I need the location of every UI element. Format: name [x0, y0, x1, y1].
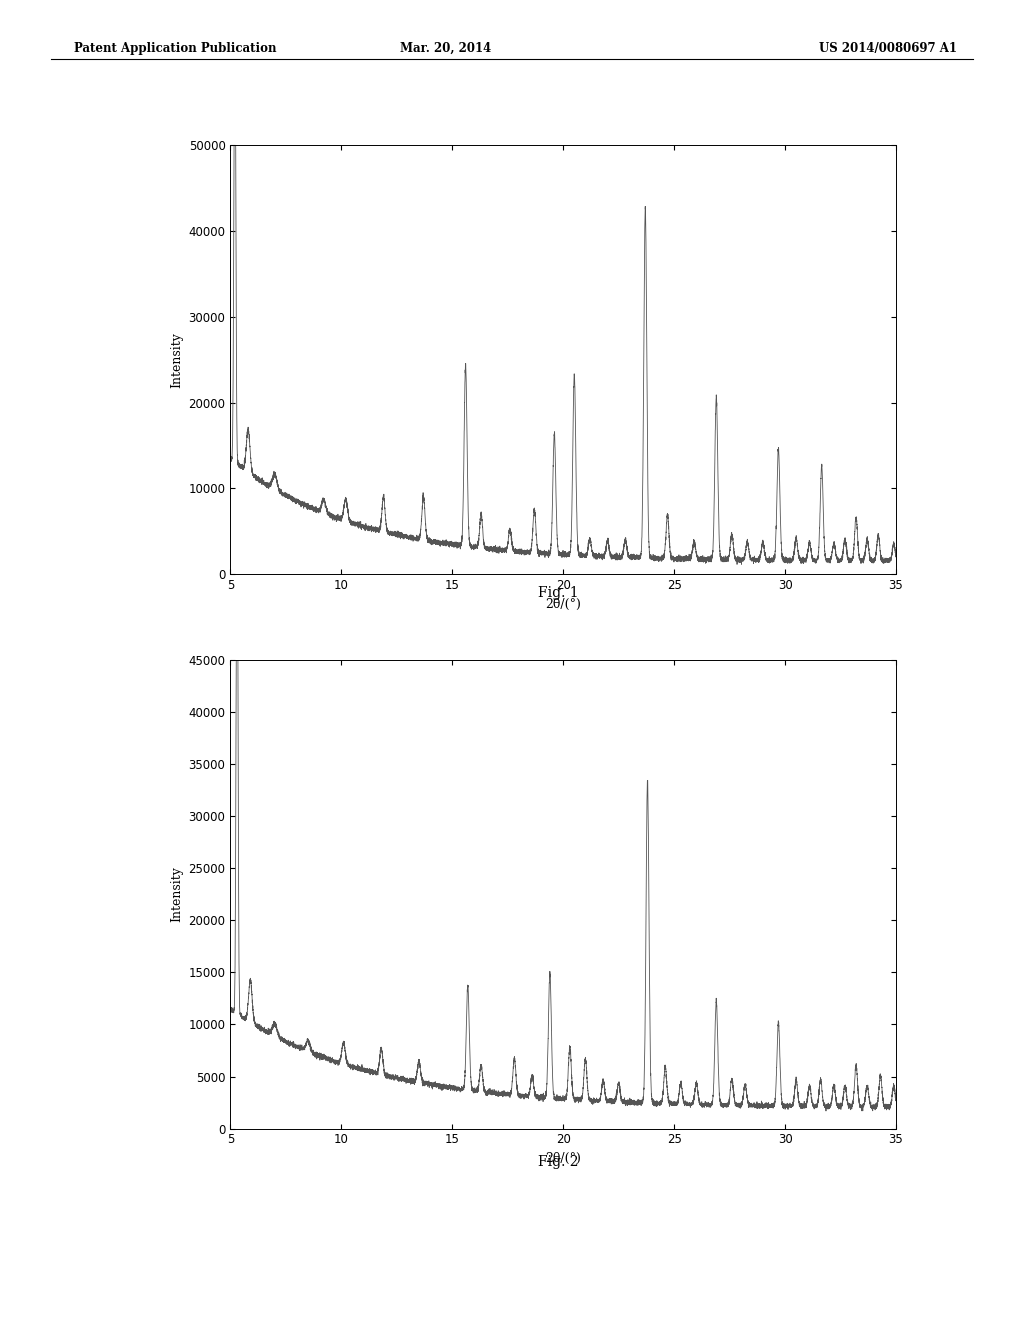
Text: Fig. 2: Fig. 2: [538, 1155, 579, 1168]
Text: Patent Application Publication: Patent Application Publication: [74, 42, 276, 55]
Text: Fig. 1: Fig. 1: [538, 586, 579, 599]
Text: Mar. 20, 2014: Mar. 20, 2014: [399, 42, 492, 55]
Text: US 2014/0080697 A1: US 2014/0080697 A1: [819, 42, 957, 55]
Y-axis label: Intensity: Intensity: [170, 866, 183, 923]
X-axis label: 2θ/(°): 2θ/(°): [545, 598, 582, 611]
Y-axis label: Intensity: Intensity: [170, 331, 183, 388]
X-axis label: 2θ/(°): 2θ/(°): [545, 1152, 582, 1166]
